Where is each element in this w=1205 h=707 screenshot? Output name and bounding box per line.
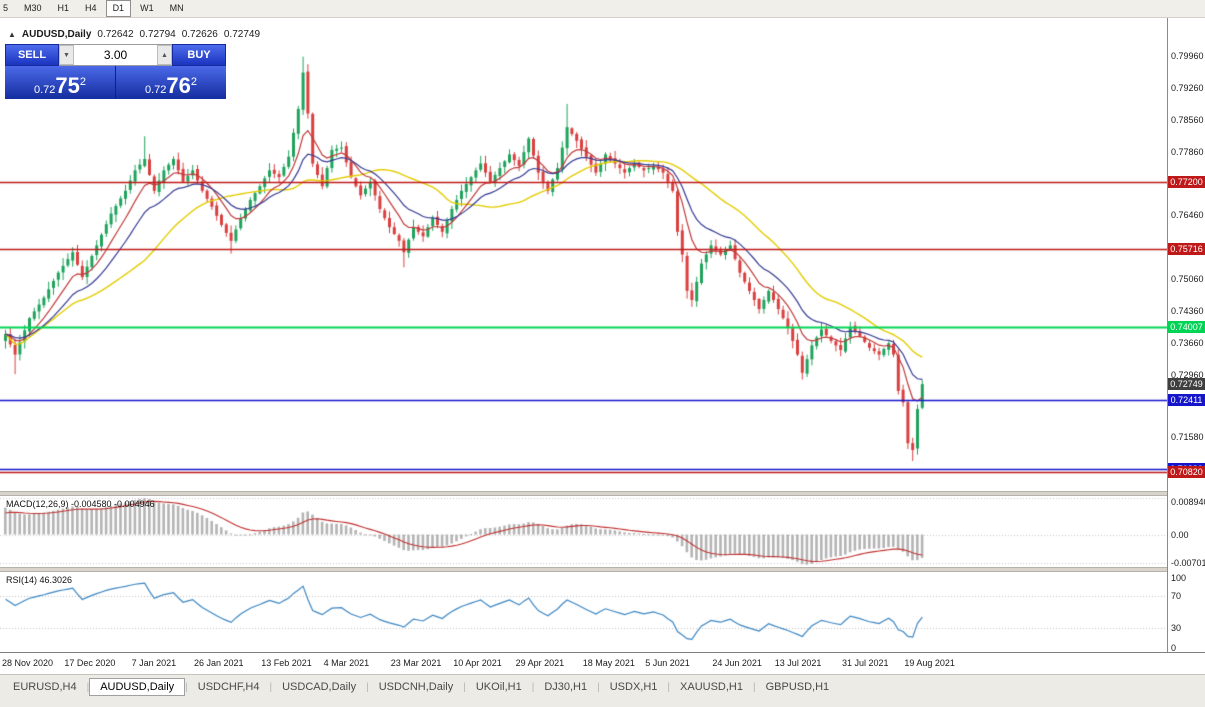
volume-decrease-button[interactable]: ▼ [59,45,74,65]
current-price-tag: 0.72749 [1168,378,1205,391]
timeframe-button-h1[interactable]: H1 [57,3,70,13]
timeframe-button-mn[interactable]: MN [169,3,184,13]
chart-ohlc-info: ▲ AUDUSD,Daily 0.72642 0.72794 0.72626 0… [8,29,260,40]
tab-separator: | [185,682,188,693]
chart-tab-usdx-h1[interactable]: USDX,H1 [609,681,658,693]
price-level-tag[interactable]: 0.75716 [1168,243,1205,256]
timeframe-button-d1[interactable]: D1 [105,0,132,17]
date-axis-label: 31 Jul 2021 [842,658,889,668]
ohlc-low: 0.72626 [181,29,218,40]
bid-pipette: 2 [79,76,87,88]
macd-axis-label: 0.008940 [1171,497,1205,507]
rsi-axis-label: 70 [1171,591,1182,601]
date-axis-label: 23 Mar 2021 [390,658,442,668]
price-axis[interactable]: 0.79960 0.79260 0.78560 0.77860 0.76460 0.750… [1167,18,1205,674]
sell-button[interactable]: SELL [5,44,59,66]
price-axis-label: 0.76460 [1171,210,1204,221]
rsi-indicator-label: RSI(14) 46.3026 [6,575,73,585]
rsi-axis-label: 100 [1171,573,1187,583]
timeframe-button-h4[interactable]: H4 [85,3,97,13]
chart-tab-dj30-h1[interactable]: DJ30,H1 [544,681,588,693]
chart-tab-usdcad-daily[interactable]: USDCAD,Daily [282,681,357,693]
chart-tab-bar: EURUSD,H4 | AUDUSD,Daily | USDCHF,H4 | USDCAD,… [0,674,1205,707]
ask-prefix: 0.72 [144,84,167,96]
price-axis-label: 0.77860 [1171,146,1204,157]
one-click-trading-panel: SELL ▼ 3.00 ▲ BUY 0.72 75 2 0.72 76 2 [5,44,226,99]
rsi-indicator-canvas[interactable] [0,572,1167,652]
ask-big-digits: 76 [166,73,191,98]
ask-pipette: 2 [190,76,198,88]
tab-separator: | [667,682,671,693]
bid-big-digits: 75 [55,73,80,98]
tab-separator: | [463,682,466,693]
tab-separator: | [531,682,535,693]
chart-tab-usdchf-h4[interactable]: USDCHF,H4 [197,681,260,693]
chart-symbol-label: AUDUSD,Daily [21,29,92,40]
chart-tab-usdcnh-daily[interactable]: USDCNH,Daily [378,681,454,693]
macd-indicator-canvas[interactable] [0,496,1167,567]
panel-divider-rsi[interactable] [0,567,1205,572]
price-level-tag[interactable]: 0.70820 [1168,465,1205,478]
price-axis-label: 0.75060 [1171,274,1204,285]
price-level-tag[interactable]: 0.77200 [1168,175,1205,188]
macd-axis-label: 0.00 [1171,529,1189,540]
volume-increase-button[interactable]: ▲ [157,45,172,65]
panel-divider-macd[interactable] [0,491,1205,496]
date-axis-label: 4 Mar 2021 [323,658,370,668]
date-axis-label: 18 May 2021 [582,658,635,668]
rsi-axis-label: 30 [1171,623,1182,633]
ohlc-open: 0.72642 [97,29,134,40]
chart-tab-ukoil-h1[interactable]: UKOil,H1 [475,681,522,693]
date-axis-label: 28 Nov 2020 [2,658,54,668]
tab-separator: | [269,682,273,693]
macd-indicator-label: MACD(12,26,9) -0.004580 -0.004946 [6,499,155,509]
date-axis-label: 13 Feb 2021 [261,658,312,668]
timeframe-toolbar: 5 M30 H1 H4 D1 W1 MN [0,0,1205,18]
date-axis-label: 13 Jul 2021 [774,658,822,668]
price-level-tag[interactable]: 0.74007 [1168,320,1205,333]
volume-value[interactable]: 3.00 [103,48,128,62]
buy-button[interactable]: BUY [172,44,226,66]
price-axis-label: 0.74360 [1171,305,1204,316]
date-axis-label: 19 Aug 2021 [904,658,955,668]
ohlc-close: 0.72749 [223,29,261,40]
date-axis-label: 17 Dec 2020 [64,658,116,668]
price-level-tag[interactable]: 0.72411 [1168,393,1205,406]
date-axis-label: 10 Apr 2021 [453,658,502,668]
price-axis-label: 0.78560 [1171,114,1204,125]
price-axis-label: 0.79960 [1171,51,1204,62]
price-axis-label: 0.79260 [1171,83,1204,94]
ask-price-button[interactable]: 0.72 76 2 [116,66,226,99]
tab-separator: | [597,682,600,693]
macd-axis-label: -0.00701 [1171,557,1205,568]
tab-separator: | [86,682,90,693]
timeframe-button-m30[interactable]: M30 [24,3,42,13]
date-axis-label: 5 Jun 2021 [645,658,690,668]
bid-prefix: 0.72 [33,84,56,96]
volume-field[interactable]: ▼ 3.00 ▲ [59,44,172,66]
ohlc-high: 0.72794 [139,29,176,40]
date-axis-label: 7 Jan 2021 [131,658,177,668]
price-axis-label: 0.72960 [1171,369,1204,380]
tab-separator: | [752,682,756,693]
timeframe-button-w1[interactable]: W1 [140,3,154,13]
date-axis[interactable]: 28 Nov 2020 17 Dec 2020 7 Jan 2021 26 Jan 2… [0,652,1205,674]
bid-price-button[interactable]: 0.72 75 2 [5,66,116,99]
date-axis-label: 29 Apr 2021 [515,658,565,668]
chart-tab-xauusd-h1[interactable]: XAUUSD,H1 [680,681,743,693]
date-axis-label: 26 Jan 2021 [194,658,244,668]
chart-tab-eurusd-h4[interactable]: EURUSD,H4 [13,681,77,693]
price-axis-label: 0.71580 [1171,432,1204,443]
price-axis-label: 0.73660 [1171,337,1204,348]
tab-separator: | [366,682,369,693]
rsi-axis-label: 0 [1171,643,1177,653]
one-click-collapse-icon[interactable]: ▲ [8,30,16,39]
timeframe-button-5[interactable]: 5 [3,3,9,13]
chart-tab-audusd-daily[interactable]: AUDUSD,Daily [89,678,186,696]
date-axis-label: 24 Jun 2021 [712,658,762,668]
chart-tab-gbpusd-h1[interactable]: GBPUSD,H1 [765,681,830,693]
